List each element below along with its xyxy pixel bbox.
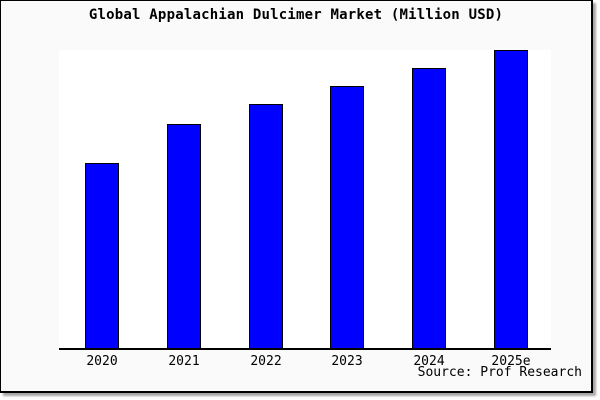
x-axis-label-2020: 2020 [86, 354, 118, 369]
bar-2021 [167, 124, 201, 348]
x-axis-label-2023: 2023 [331, 354, 363, 369]
source-label: Source: Prof Research [417, 365, 582, 380]
x-axis-label-2024: 2024 [413, 354, 445, 369]
chart-frame: Global Appalachian Dulcimer Market (Mill… [0, 0, 593, 393]
x-axis-label-2022: 2022 [250, 354, 282, 369]
chart-title: Global Appalachian Dulcimer Market (Mill… [88, 7, 504, 23]
bar-2025e [494, 50, 528, 348]
bar-2022 [249, 104, 283, 348]
x-axis-label-2025e: 2025e [491, 354, 531, 369]
bar-2023 [330, 86, 364, 348]
bar-2020 [85, 163, 119, 348]
x-axis-labels: 2020 2021 2022 2023 2024 2025e [1, 354, 591, 370]
plot-area [59, 50, 551, 350]
bar-2024 [412, 68, 446, 348]
x-axis-label-2021: 2021 [168, 354, 200, 369]
